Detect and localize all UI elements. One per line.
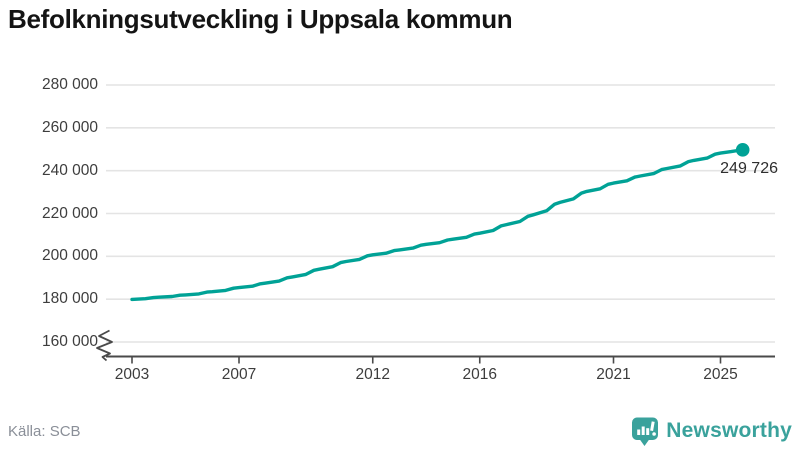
x-tick-label: 2016 — [462, 366, 497, 383]
y-tick-label: 240 000 — [41, 161, 98, 179]
x-tick-label: 2012 — [355, 366, 390, 383]
newsworthy-logo[interactable]: Newsworthy — [631, 415, 792, 447]
x-tick-label: 2007 — [221, 366, 257, 383]
chart-title: Befolkningsutveckling i Uppsala kommun — [8, 4, 513, 34]
newsworthy-speech-bubble-bar-chart-icon — [632, 417, 659, 446]
latest-value-dot — [735, 143, 750, 157]
y-tick-label: 280 000 — [41, 76, 98, 93]
newsworthy-wordmark: Newsworthy — [666, 419, 792, 442]
y-tick-label: 200 000 — [41, 247, 98, 265]
latest-value-label: 249 726 — [720, 160, 778, 177]
y-tick-label: 160 000 — [41, 333, 98, 350]
source-caption: Källa: SCB — [8, 423, 81, 440]
population-line-series — [130, 148, 745, 302]
x-tick-label: 2021 — [596, 366, 631, 383]
x-tick-label: 2025 — [703, 366, 738, 383]
y-tick-label: 220 000 — [41, 204, 98, 222]
x-tick-label: 2003 — [114, 366, 150, 383]
y-tick-label: 180 000 — [41, 290, 98, 308]
y-tick-label: 260 000 — [41, 118, 98, 136]
y-axis-break-icon — [96, 329, 113, 362]
